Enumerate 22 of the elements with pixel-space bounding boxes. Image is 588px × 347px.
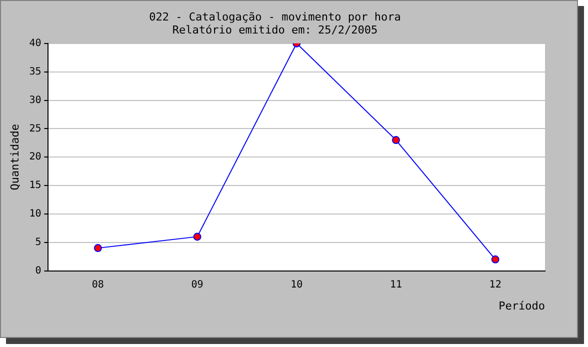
point [94, 244, 102, 252]
point [491, 255, 500, 264]
y-tick-label: 30 [29, 94, 42, 106]
x-tick-label: 11 [390, 279, 402, 290]
chart-subtitle: Relatório emitido em: 25/2/2005 [172, 24, 378, 37]
y-tick-label: 20 [29, 152, 42, 163]
point [392, 136, 400, 144]
y-tick-label: 5 [35, 236, 42, 248]
y-tick-label: 10 [29, 208, 42, 220]
x-axis-title: Período [498, 299, 545, 312]
y-tick-label: 35 [29, 66, 42, 78]
y-tick-label: 15 [29, 180, 42, 192]
y-axis-title: Quantidade [8, 124, 22, 190]
point [193, 232, 202, 241]
y-tick-label: 0 [35, 265, 42, 276]
x-tick-label: 12 [489, 279, 502, 290]
chart-title: 022 - Catalogação - movimento por hora [149, 10, 401, 24]
x-tick-label: 08 [92, 279, 104, 290]
y-tick-label: 40 [29, 38, 42, 49]
x-tick-label: 09 [191, 279, 204, 290]
x-tick-label: 10 [290, 279, 303, 290]
y-tick-label: 25 [29, 123, 42, 134]
